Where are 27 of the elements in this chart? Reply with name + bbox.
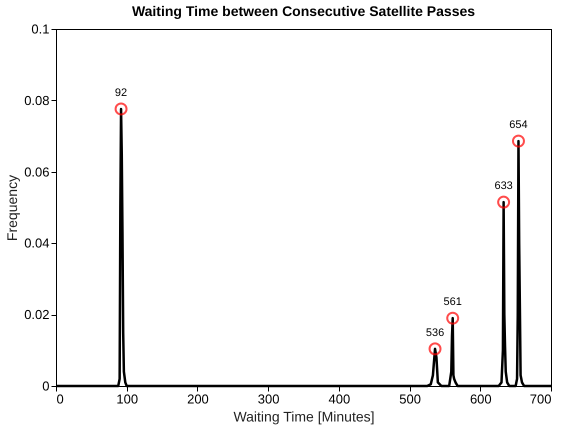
x-tick-label: 500 [399,392,421,406]
point [446,312,460,325]
annotation: 92 [114,86,128,99]
y-tick-label: 0.06 [24,164,50,180]
y-tick-label: 0 [42,378,50,394]
x-tick-label: 600 [470,392,492,406]
x-tick-label: 0 [56,392,64,406]
point [512,134,525,148]
x-axis-title: Waiting Time [Minutes] [233,408,375,424]
x-tick-label: 400 [328,392,350,406]
point [497,196,510,209]
x-tick-label: 300 [258,392,280,406]
y-axis-title: Frequency [4,174,20,242]
y-tick-label: 0.04 [24,236,50,251]
annotation: 654 [509,119,528,132]
annotation: 561 [444,296,462,308]
y-tick-label: 0.1 [31,22,50,36]
y-tick-label: 0.08 [24,92,50,108]
chart-title: Waiting Time between Consecutive Satellite Passes [132,3,476,19]
x-tick-label: 100 [116,392,138,406]
x-tick-label: 200 [187,392,209,406]
annotation: 536 [426,326,444,339]
point [428,342,442,356]
x-tick-label: 700 [530,392,552,406]
y-tick-label: 0.02 [24,307,50,322]
annotation: 633 [494,180,513,192]
point [114,102,128,116]
